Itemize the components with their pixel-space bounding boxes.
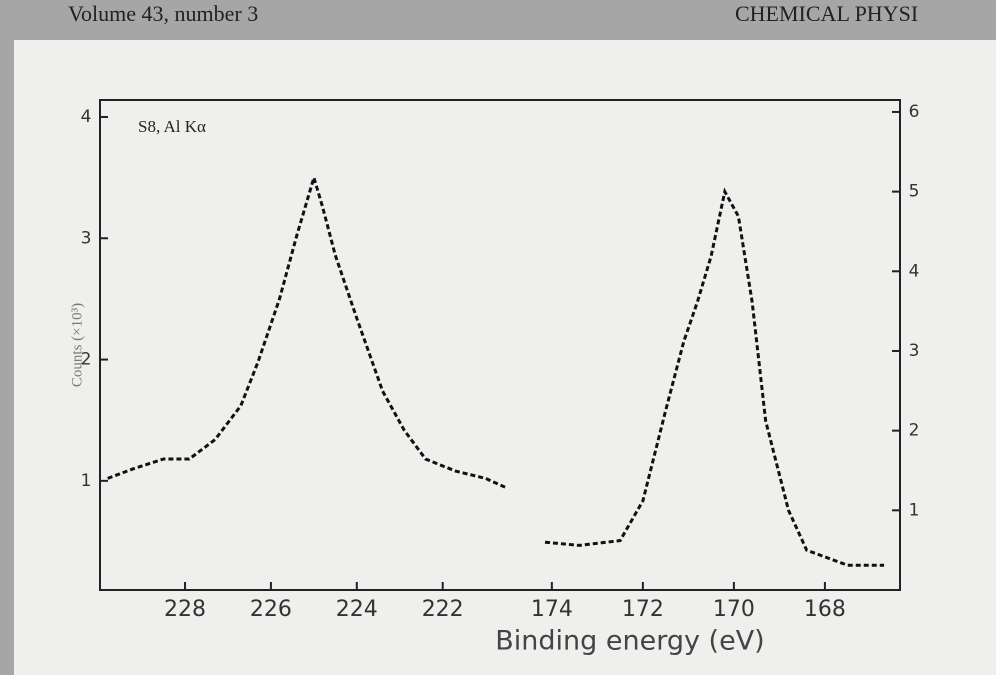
header-volume: Volume 43, number 3: [68, 1, 258, 26]
y-tick-label: 5: [909, 182, 920, 202]
y-tick-label: 2: [81, 350, 92, 370]
y-tick-label: 6: [909, 102, 920, 122]
x-tick-label: 168: [804, 597, 846, 622]
y-tick-label: 3: [81, 228, 92, 248]
x-tick-label: 170: [713, 597, 755, 622]
paper: [14, 40, 996, 675]
data-line: [107, 172, 508, 490]
x-tick-label: 226: [250, 597, 292, 622]
annotation: S8, Al Kα: [138, 117, 206, 136]
x-tick-label: 174: [531, 597, 573, 622]
y-tick-label: 1: [81, 471, 92, 491]
y-axis-label: Counts (×10³): [69, 303, 85, 387]
y-tick-label: 4: [81, 107, 92, 127]
y-tick-label: 4: [909, 261, 920, 281]
x-tick-label: 224: [336, 597, 378, 622]
data-line: [544, 187, 885, 567]
y-tick-label: 2: [909, 421, 920, 441]
header-journal: CHEMICAL PHYSI: [735, 1, 918, 26]
x-tick-label: 172: [622, 597, 664, 622]
y-tick-label: 1: [909, 500, 920, 520]
x-axis-label: Binding energy (eV): [495, 626, 764, 657]
x-tick-label: 222: [422, 597, 464, 622]
x-tick-label: 228: [164, 597, 206, 622]
y-tick-label: 3: [909, 341, 920, 361]
plot-frame: [99, 99, 901, 591]
